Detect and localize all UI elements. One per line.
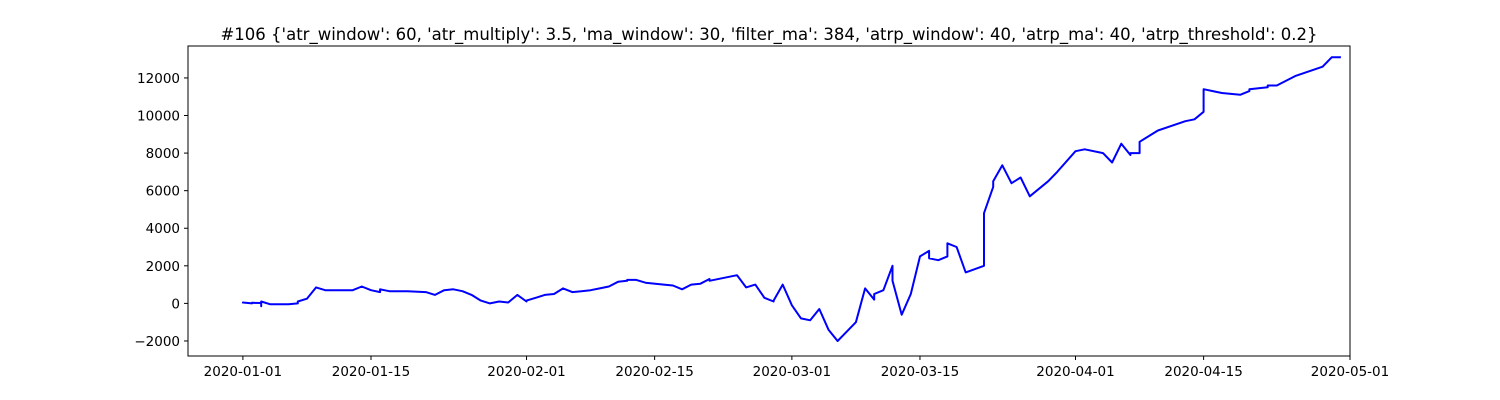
axis-ticks: 2020-01-01 2020-01-15 2020-02-01 2020-02-15… [134, 71, 1389, 380]
series-line-0 [241, 56, 1341, 342]
x-tick-label: 2020-03-15 [881, 364, 959, 380]
x-tick-label: 2020-03-01 [753, 364, 831, 380]
x-tick-label: 2020-05-01 [1311, 364, 1389, 380]
y-tick-label: 4000 [146, 221, 180, 237]
y-tick-label: 12000 [137, 71, 180, 87]
x-tick-label: 2020-02-15 [615, 364, 693, 380]
x-tick-label: 2020-04-15 [1164, 364, 1242, 380]
y-tick-label: 8000 [146, 146, 180, 162]
y-tick-label: −2000 [134, 334, 180, 350]
x-tick-label: 2020-01-01 [204, 364, 282, 380]
y-tick-label: 10000 [137, 109, 180, 125]
x-tick-label: 2020-02-01 [487, 364, 565, 380]
axes-frame [187, 45, 1351, 357]
y-tick-label: 6000 [146, 184, 180, 200]
plot-area [241, 56, 1341, 342]
x-tick-label: 2020-04-01 [1036, 364, 1114, 380]
chart-title: #106 {'atr_window': 60, 'atr_multiply': … [220, 25, 1317, 45]
y-tick-label: 0 [171, 296, 180, 312]
y-tick-label: 2000 [146, 259, 180, 275]
x-tick-label: 2020-01-15 [332, 364, 410, 380]
